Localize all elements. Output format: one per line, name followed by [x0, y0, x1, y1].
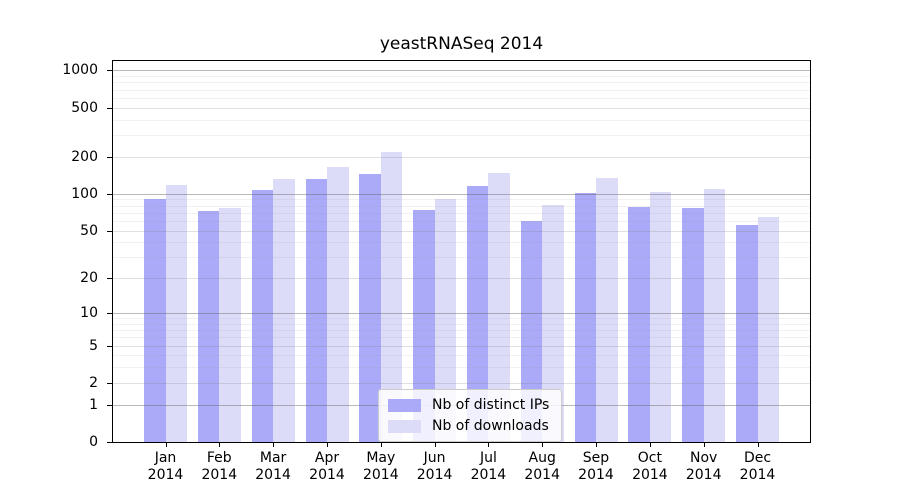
legend-swatch-downloads	[388, 419, 421, 433]
bar-downloads-feb	[219, 208, 241, 442]
x-tick-mark-dec	[757, 443, 759, 447]
legend-label-distinct-ips: Nb of distinct IPs	[432, 397, 550, 413]
bar-downloads-apr	[327, 166, 349, 442]
x-tick-month-dec: Dec	[743, 450, 772, 466]
x-tick-mark-jun	[434, 443, 436, 447]
legend-label-downloads: Nb of downloads	[432, 418, 549, 434]
y-tick-label-20: 20	[80, 270, 98, 287]
x-tick-mark-aug	[542, 443, 544, 447]
y-tick-label-10: 10	[80, 305, 98, 321]
y-tick-label-100: 100	[71, 185, 98, 202]
x-tick-year-may: 2014	[362, 467, 399, 483]
x-tick-month-feb: Feb	[206, 450, 232, 466]
x-tick-month-jun: Jun	[423, 450, 446, 466]
y-tick-mark-1000	[107, 70, 112, 72]
x-tick-month-sep: Sep	[582, 450, 610, 466]
y-tick-mark-1	[107, 404, 112, 406]
x-tick-year-jan: 2014	[147, 467, 184, 483]
bar-distinct-ips-nov	[682, 208, 704, 442]
y-tick-label-500: 500	[71, 99, 98, 116]
x-tick-month-may: May	[366, 450, 396, 466]
y-tick-mark-5	[107, 345, 112, 347]
bar-distinct-ips-jun	[413, 209, 435, 442]
legend-item-distinct-ips: Nb of distinct IPs	[388, 397, 549, 413]
y-tick-mark-500	[107, 107, 112, 109]
bar-distinct-ips-aug	[520, 220, 543, 442]
y-tick-label-2: 2	[89, 374, 98, 391]
bar-downloads-jul	[488, 173, 510, 442]
bar-downloads-nov	[703, 188, 726, 442]
bar-downloads-may	[380, 151, 403, 442]
bar-distinct-ips-dec	[736, 224, 758, 442]
bar-downloads-oct	[649, 192, 672, 442]
y-tick-label-1000: 1000	[62, 62, 98, 79]
x-tick-mark-jan	[165, 443, 167, 447]
x-tick-month-nov: Nov	[690, 450, 718, 466]
bar-distinct-ips-jan	[144, 199, 166, 442]
x-tick-year-jul: 2014	[470, 467, 507, 483]
legend: Nb of distinct IPs Nb of downloads	[378, 389, 563, 442]
y-tick-mark-20	[107, 278, 112, 280]
bar-distinct-ips-may	[359, 173, 381, 442]
x-tick-year-dec: 2014	[739, 467, 776, 483]
bar-distinct-ips-sep	[574, 193, 596, 442]
bar-distinct-ips-mar	[251, 190, 274, 442]
y-tick-label-50: 50	[80, 222, 98, 239]
y-tick-mark-200	[107, 156, 112, 158]
y-tick-mark-2	[107, 382, 112, 384]
x-tick-month-jan: Jan	[154, 450, 177, 466]
x-tick-year-aug: 2014	[524, 467, 560, 483]
y-tick-label-200: 200	[71, 148, 98, 165]
bar-downloads-aug	[542, 204, 564, 442]
x-tick-year-mar: 2014	[255, 467, 291, 483]
x-tick-month-apr: Apr	[314, 450, 340, 466]
bar-downloads-mar	[273, 178, 295, 442]
bars-layer	[113, 61, 810, 442]
legend-swatch-distinct-ips	[388, 398, 421, 412]
x-tick-mark-sep	[596, 443, 597, 447]
bar-distinct-ips-oct	[628, 206, 650, 442]
x-tick-mark-apr	[327, 443, 328, 447]
y-tick-mark-0	[107, 442, 112, 443]
x-tick-month-jul: Jul	[479, 450, 497, 466]
x-tick-month-aug: Aug	[528, 450, 556, 466]
y-tick-mark-100	[107, 193, 112, 195]
x-tick-mark-may	[380, 443, 382, 447]
y-tick-label-5: 5	[89, 337, 98, 354]
plot-area: Nb of distinct IPs Nb of downloads	[112, 60, 811, 443]
x-tick-mark-jul	[488, 443, 490, 447]
legend-item-downloads: Nb of downloads	[388, 418, 549, 434]
bar-distinct-ips-apr	[305, 179, 327, 442]
bar-downloads-sep	[596, 178, 618, 442]
x-tick-year-feb: 2014	[201, 467, 238, 483]
x-tick-year-oct: 2014	[632, 467, 668, 483]
x-tick-year-nov: 2014	[685, 467, 722, 483]
bar-downloads-dec	[757, 216, 779, 442]
x-tick-year-sep: 2014	[578, 467, 614, 483]
x-tick-mark-mar	[273, 443, 275, 447]
x-tick-mark-oct	[649, 443, 651, 447]
x-tick-year-apr: 2014	[309, 467, 345, 483]
x-tick-mark-feb	[219, 443, 221, 447]
y-tick-mark-50	[107, 230, 112, 232]
x-tick-month-oct: Oct	[637, 450, 662, 466]
y-tick-mark-10	[107, 313, 112, 314]
x-tick-year-jun: 2014	[416, 467, 453, 483]
x-tick-month-mar: Mar	[259, 450, 287, 466]
y-tick-label-0: 0	[89, 434, 98, 450]
bar-distinct-ips-feb	[197, 210, 220, 442]
y-tick-label-1: 1	[89, 396, 98, 413]
bar-downloads-jan	[165, 184, 187, 442]
bar-distinct-ips-jul	[466, 186, 489, 442]
bar-downloads-jun	[434, 198, 457, 442]
x-tick-mark-nov	[703, 443, 705, 447]
chart-title: yeastRNASeq 2014	[379, 34, 544, 54]
